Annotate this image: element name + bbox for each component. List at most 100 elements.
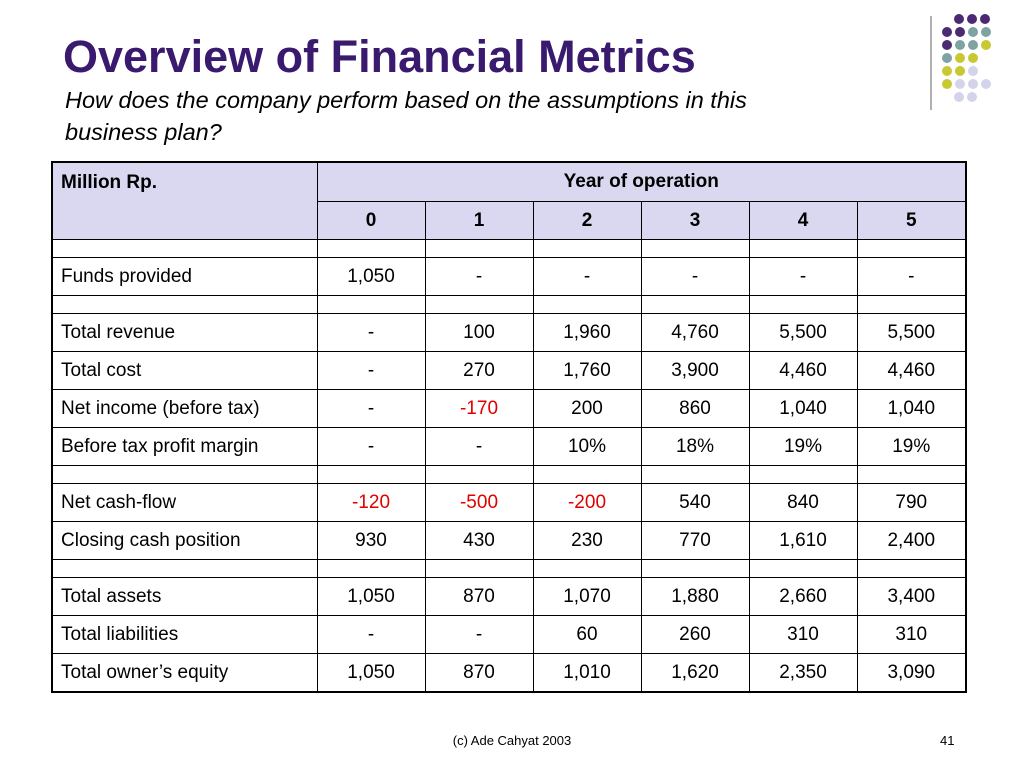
dot-icon xyxy=(955,27,965,37)
value-cell: -500 xyxy=(424,483,534,522)
table-row: Total owner’s equity 1,050 870 1,010 1,620 2,… xyxy=(51,653,967,693)
dot-icon xyxy=(968,53,978,63)
value-cell: 4,460 xyxy=(856,351,967,390)
spacer-row xyxy=(51,465,967,484)
slide-title: Overview of Financial Metrics xyxy=(63,31,696,82)
table-row: Total assets 1,050 870 1,070 1,880 2,660 3,400 xyxy=(51,577,967,616)
value-cell: -120 xyxy=(316,483,426,522)
value-cell: 2,350 xyxy=(748,653,858,693)
value-cell: 1,040 xyxy=(856,389,967,428)
value-cell: 3,400 xyxy=(856,577,967,616)
table-row: Total liabilities - -60 260 310 310 xyxy=(51,615,967,654)
header-row: Million Rp. Year of operation xyxy=(51,161,967,240)
table-row: Total revenue -100 1,960 4,760 5,500 5,500 xyxy=(51,313,967,352)
table-row: Net cash-flow -120 -500 -200 540 840 790 xyxy=(51,483,967,522)
row-label: Total cost xyxy=(51,351,318,390)
value-cell: 19% xyxy=(748,427,858,466)
value-cell: 2,660 xyxy=(748,577,858,616)
value-cell: 100 xyxy=(424,313,534,352)
year-of-operation-header: Year of operation xyxy=(316,161,967,202)
value-cell: 1,050 xyxy=(316,653,426,693)
dot-icon xyxy=(942,40,952,50)
value-cell: 1,960 xyxy=(532,313,642,352)
value-cell: 1,050 xyxy=(316,577,426,616)
table-row: Closing cash position 930 430 230 770 1,610 2,… xyxy=(51,521,967,560)
value-cell: - xyxy=(316,351,426,390)
value-cell: 4,760 xyxy=(640,313,750,352)
dot-icon xyxy=(968,40,978,50)
value-cell: -170 xyxy=(424,389,534,428)
value-cell: 3,900 xyxy=(640,351,750,390)
dot-icon xyxy=(955,40,965,50)
value-cell: 860 xyxy=(640,389,750,428)
dot-icon xyxy=(955,66,965,76)
value-cell: 930 xyxy=(316,521,426,560)
row-label: Closing cash position xyxy=(51,521,318,560)
value-cell: 4,460 xyxy=(748,351,858,390)
page-number: 41 xyxy=(940,733,955,748)
dot-icon xyxy=(968,27,978,37)
spacer-row xyxy=(51,559,967,578)
year-header-cell: 2 xyxy=(532,201,642,240)
row-label: Total revenue xyxy=(51,313,318,352)
value-cell: 1,610 xyxy=(748,521,858,560)
table-row: Total cost -270 1,760 3,900 4,460 4,460 xyxy=(51,351,967,390)
value-cell: 10% xyxy=(532,427,642,466)
value-cell: - xyxy=(316,313,426,352)
dot-icon xyxy=(968,66,978,76)
table-row: Funds provided 1,050- - - - - xyxy=(51,257,967,296)
row-label: Total owner’s equity xyxy=(51,653,318,693)
value-cell: 310 xyxy=(748,615,858,654)
table-row: Net income (before tax) - -170 200 860 1,040 1… xyxy=(51,389,967,428)
value-cell: 1,040 xyxy=(748,389,858,428)
dot-icon xyxy=(954,92,964,102)
dot-icon xyxy=(954,14,964,24)
unit-label: Million Rp. xyxy=(51,161,318,240)
value-cell: 840 xyxy=(748,483,858,522)
value-cell: 430 xyxy=(424,521,534,560)
value-cell: 1,070 xyxy=(532,577,642,616)
row-label: Total assets xyxy=(51,577,318,616)
dot-icon xyxy=(967,92,977,102)
value-cell: - xyxy=(424,427,534,466)
value-cell: 2,400 xyxy=(856,521,967,560)
value-cell: 790 xyxy=(856,483,967,522)
dot-icon xyxy=(981,27,991,37)
dot-icon xyxy=(942,66,952,76)
year-header-cell: 5 xyxy=(856,201,967,240)
year-header-cell: 1 xyxy=(424,201,534,240)
value-cell: - xyxy=(748,257,858,296)
value-cell: 1,620 xyxy=(640,653,750,693)
value-cell: - xyxy=(424,615,534,654)
value-cell: 5,500 xyxy=(856,313,967,352)
value-cell: 270 xyxy=(424,351,534,390)
table-row: Before tax profit margin - -10% 18% 19% 19% xyxy=(51,427,967,466)
value-cell: - xyxy=(424,257,534,296)
dot-icon xyxy=(967,14,977,24)
year-header-cell: 3 xyxy=(640,201,750,240)
value-cell: - xyxy=(856,257,967,296)
footer-credit: (c) Ade Cahyat 2003 xyxy=(452,733,572,748)
value-cell: 19% xyxy=(856,427,967,466)
value-cell: 870 xyxy=(424,577,534,616)
slide-subtitle: How does the company perform based on th… xyxy=(65,87,747,145)
dot-icon xyxy=(942,79,952,89)
value-cell: 1,050 xyxy=(316,257,426,296)
value-cell: 5,500 xyxy=(748,313,858,352)
value-cell: 1,010 xyxy=(532,653,642,693)
spacer-row xyxy=(51,239,967,258)
value-cell: 18% xyxy=(640,427,750,466)
value-cell: 260 xyxy=(640,615,750,654)
value-cell: 1,880 xyxy=(640,577,750,616)
value-cell: - xyxy=(640,257,750,296)
value-cell: - xyxy=(532,257,642,296)
dot-icon xyxy=(955,79,965,89)
value-cell: 540 xyxy=(640,483,750,522)
dot-icon xyxy=(955,53,965,63)
row-label: Funds provided xyxy=(51,257,318,296)
dot-icon xyxy=(981,40,991,50)
value-cell: 870 xyxy=(424,653,534,693)
row-label: Net cash-flow xyxy=(51,483,318,522)
